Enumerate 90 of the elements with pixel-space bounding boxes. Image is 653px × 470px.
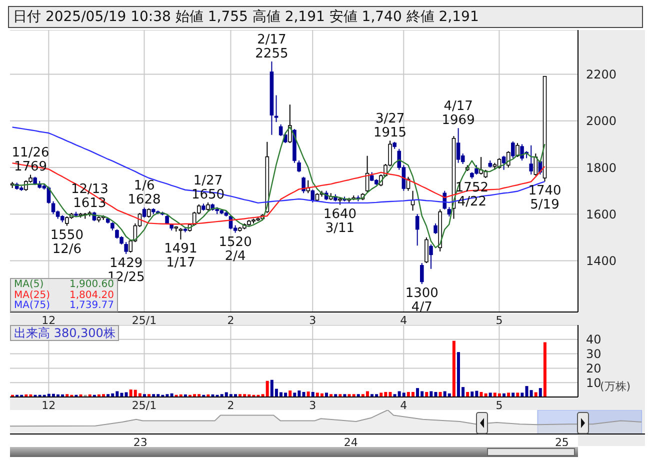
bar: [534, 392, 538, 397]
text: MA(25): [14, 290, 50, 301]
x-tick-label: 3: [309, 314, 316, 327]
x-tick-label: 3: [309, 398, 316, 412]
x-tick-label: 12: [42, 398, 56, 412]
candlestick: [178, 228, 183, 240]
candlestick: [146, 208, 151, 218]
y-tick-label: 1600: [586, 207, 617, 222]
candlestick: [424, 236, 428, 264]
candlestick: [415, 214, 420, 246]
candlestick: [511, 140, 515, 159]
candlestick: [447, 206, 452, 217]
x-tick-label: 4: [400, 314, 408, 327]
bar: [293, 392, 296, 397]
annotation: 4/17 1969: [442, 99, 475, 128]
bar: [452, 340, 456, 397]
chart-title: 日付 2025/05/19 10:38 始値 1,755 高値 2,191 安値 1,740 終値 2,191: [8, 6, 643, 28]
y-tick-label: 1800: [586, 160, 617, 175]
y-axis-title: (万株): [600, 380, 631, 394]
y-tick-label: 20: [586, 361, 602, 376]
bar: [425, 392, 428, 397]
x-tick-label: 25/1: [132, 398, 157, 412]
x-tick-label: 2: [227, 314, 234, 327]
bar: [507, 392, 510, 397]
candlestick: [142, 207, 146, 218]
candlestick: [51, 200, 56, 215]
bar: [266, 380, 269, 397]
x-tick-label: 12: [42, 314, 56, 327]
candlestick: [502, 155, 506, 170]
x-tick-label: 5: [496, 398, 503, 412]
candlestick: [529, 144, 534, 175]
bar: [466, 392, 470, 397]
bar: [311, 392, 314, 397]
annotation: 1640 3/11: [323, 206, 357, 236]
annotation: 3/27 1915: [373, 112, 407, 141]
text: MA(5): [14, 279, 44, 290]
bar: [402, 392, 406, 397]
bar: [512, 392, 515, 397]
bar: [543, 342, 546, 397]
annotation: 1550 12/6: [50, 228, 84, 257]
bar: [516, 392, 520, 397]
bar: [530, 390, 533, 397]
candlestick: [302, 176, 306, 194]
bar: [302, 392, 306, 397]
bar: [488, 392, 492, 397]
text: MA(75): [14, 300, 50, 312]
candlestick: [297, 160, 301, 173]
candlestick: [420, 262, 424, 285]
x-tick-label: 4: [400, 398, 408, 412]
bar: [538, 388, 542, 397]
x-tick-label: 25: [554, 436, 569, 449]
annotation: 2/17 2255: [255, 32, 288, 62]
bar: [480, 392, 483, 397]
bar: [366, 391, 369, 397]
x-tick-label: 25/1: [132, 314, 157, 327]
y-tick-label: 1400: [586, 254, 617, 268]
candlestick: [434, 222, 438, 234]
y-tick-label: 40: [586, 332, 602, 347]
bar: [438, 392, 442, 397]
bar: [430, 391, 433, 397]
x-tick-label: 24: [344, 436, 358, 449]
annotation: 1491 1/17: [164, 242, 198, 271]
bar: [416, 388, 420, 397]
annotation: 1300 4/7: [405, 286, 438, 316]
y-tick-label: 30: [586, 347, 602, 362]
y-tick-label: 10: [586, 376, 602, 390]
x-tick-label: 5: [496, 314, 503, 327]
candlestick: [429, 244, 433, 270]
bar: [306, 392, 310, 397]
candlestick: [506, 150, 510, 168]
candlestick: [124, 242, 128, 254]
annotation: 1,804.20: [69, 290, 114, 301]
y-tick-label: 2200: [586, 68, 617, 82]
annotation: 1,739.77: [69, 300, 114, 312]
annotation: 出来高 380,300株: [10, 325, 120, 341]
x-tick-label: 23: [133, 436, 148, 449]
bar: [470, 392, 474, 397]
bar: [288, 390, 292, 397]
bar: [380, 392, 383, 397]
candlestick: [288, 104, 292, 144]
y-tick-label: 2000: [586, 114, 617, 128]
annotation: 1520 2/4: [218, 234, 252, 264]
annotation: 1740 5/19: [528, 183, 562, 212]
x-tick-label: 2: [227, 398, 234, 412]
candlestick: [274, 94, 278, 123]
candlestick: [516, 142, 520, 158]
annotation: 1/6 1628: [128, 178, 161, 208]
bar: [325, 392, 328, 397]
bar: [411, 392, 414, 397]
bar: [124, 392, 128, 397]
